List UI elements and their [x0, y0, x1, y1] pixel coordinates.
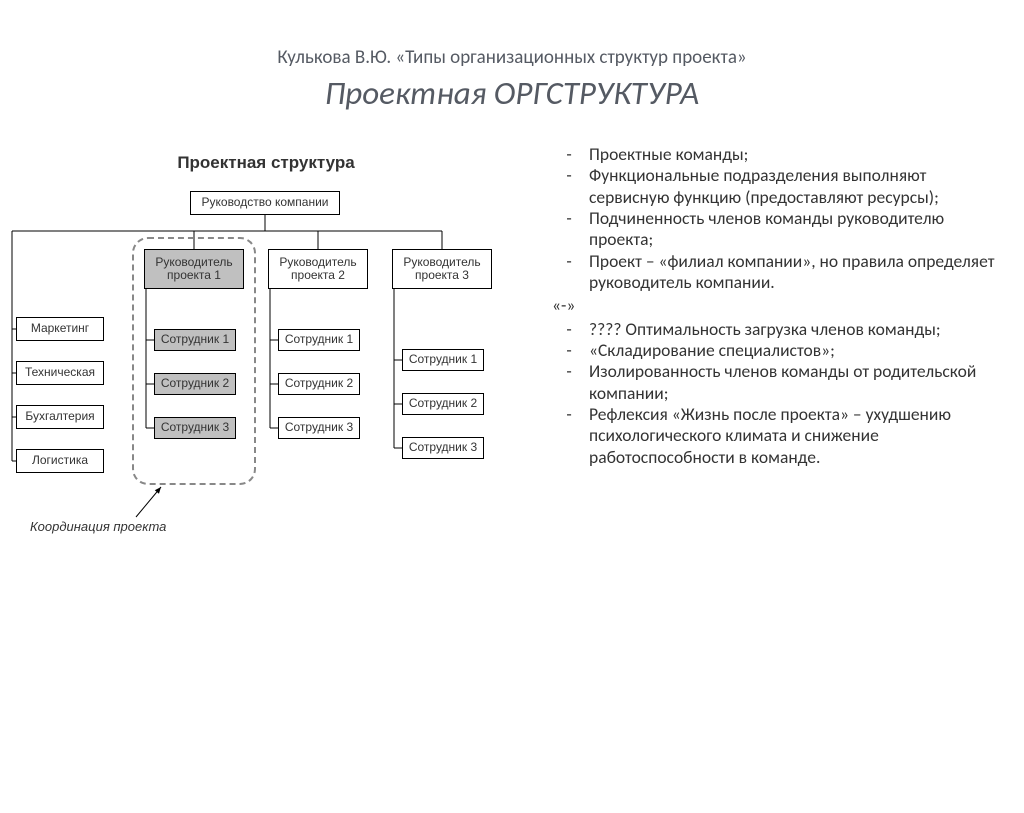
functional-dept-box: Техническая — [16, 361, 104, 385]
bullet-dash: - — [549, 404, 589, 468]
coordination-label: Координация проекта — [30, 519, 166, 534]
list-item: -«Складирование специалистов»; — [549, 340, 999, 361]
root-box: Руководство компании — [190, 191, 340, 215]
bullet-list: -Проектные команды;-Функциональные подра… — [549, 144, 999, 647]
project-coordination-group — [132, 237, 256, 485]
employee-box: Сотрудник 3 — [402, 437, 484, 459]
supertitle: Кулькова В.Ю. «Типы организационных стру… — [0, 46, 1024, 69]
list-item: -Подчиненность членов команды руководите… — [549, 208, 999, 251]
bullet-dash: - — [549, 319, 589, 340]
bullet-dash: - — [549, 361, 589, 404]
list-item-text: Подчиненность членов команды руководител… — [589, 208, 999, 251]
bullet-dash: - — [549, 165, 589, 208]
list-item-text: Функциональные подразделения выполняют с… — [589, 165, 999, 208]
list-item: -Изолированность членов команды от родит… — [549, 361, 999, 404]
list-item-text: Проектные команды; — [589, 144, 999, 165]
employee-box: Сотрудник 3 — [278, 417, 360, 439]
list-item: -Проектные команды; — [549, 144, 999, 165]
functional-dept-box: Маркетинг — [16, 317, 104, 341]
negatives-marker: «-» — [552, 295, 999, 316]
bullet-dash: - — [549, 208, 589, 251]
list-item: -Функциональные подразделения выполняют … — [549, 165, 999, 208]
employee-box: Сотрудник 1 — [278, 329, 360, 351]
list-item-text: Проект – «филиал компании», но правила о… — [589, 251, 999, 294]
employee-box: Сотрудник 1 — [402, 349, 484, 371]
list-item: -Рефлексия «Жизнь после проекта» – ухудш… — [549, 404, 999, 468]
list-item: -???? Оптимальность загрузка членов кома… — [549, 319, 999, 340]
project-manager-box: Руководительпроекта 2 — [268, 249, 368, 289]
org-chart-diagram: Проектная структураРуководство компанииР… — [6, 147, 531, 647]
list-item-text: Рефлексия «Жизнь после проекта» – ухудше… — [589, 404, 999, 468]
employee-box: Сотрудник 2 — [402, 393, 484, 415]
list-item: -Проект – «филиал компании», но правила … — [549, 251, 999, 294]
employee-box: Сотрудник 2 — [278, 373, 360, 395]
project-manager-box: Руководительпроекта 3 — [392, 249, 492, 289]
bullet-dash: - — [549, 340, 589, 361]
list-item-text: ???? Оптимальность загрузка членов коман… — [589, 319, 999, 340]
functional-dept-box: Бухгалтерия — [16, 405, 104, 429]
page-title: Проектная ОРГСТРУКТУРА — [0, 73, 1024, 113]
functional-dept-box: Логистика — [16, 449, 104, 473]
list-item-text: Изолированность членов команды от родите… — [589, 361, 999, 404]
bullet-dash: - — [549, 251, 589, 294]
bullet-dash: - — [549, 144, 589, 165]
list-item-text: «Складирование специалистов»; — [589, 340, 999, 361]
